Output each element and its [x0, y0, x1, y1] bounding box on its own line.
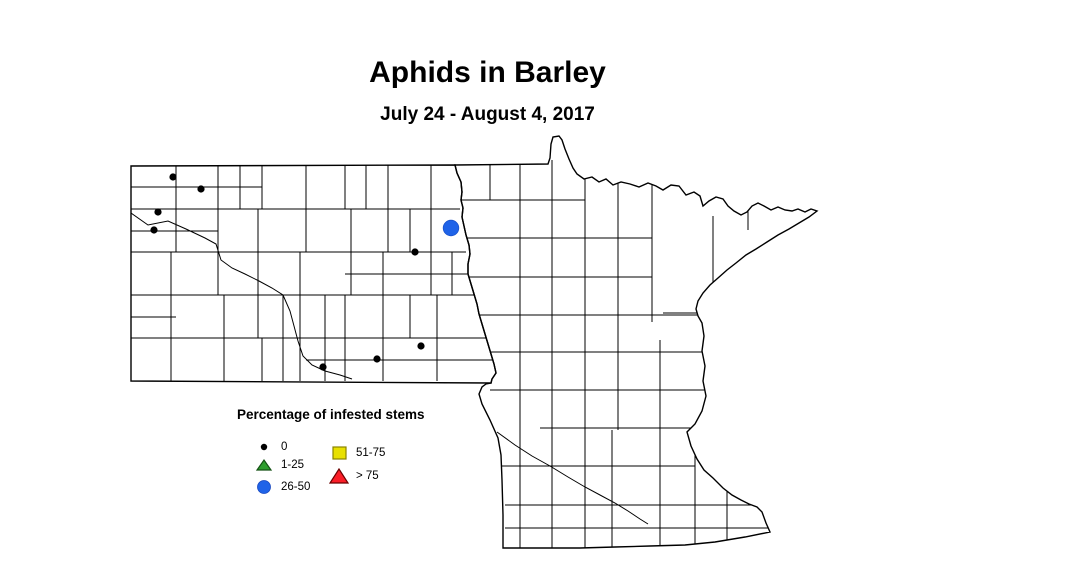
legend-title: Percentage of infested stems: [237, 407, 425, 422]
data-point-layer: [150, 173, 460, 371]
map-data-point-0: [417, 342, 425, 350]
map-data-point-0: [154, 208, 162, 216]
legend-item-26-50: 26-50: [251, 477, 310, 497]
minnesota-shape: [454, 135, 819, 549]
legend-label: 26-50: [281, 481, 311, 493]
legend-item-51-75: 51-75: [326, 443, 385, 463]
legend-item-0: 0: [251, 437, 287, 457]
map-data-point-26-50: [442, 219, 460, 237]
map-data-point-0: [319, 363, 327, 371]
dot-icon: [260, 443, 268, 451]
yellow-square-icon: [332, 446, 347, 460]
page-subtitle: July 24 - August 4, 2017: [380, 104, 595, 125]
page-title: Aphids in Barley: [369, 56, 606, 89]
legend-label: 1-25: [281, 459, 305, 471]
map-data-point-0: [150, 226, 158, 234]
legend-item-over-75: > 75: [326, 466, 379, 486]
red-triangle-icon: [328, 467, 350, 484]
legend-label: 51-75: [356, 447, 386, 459]
minnesota-county-lines: [455, 160, 768, 548]
blue-circle-icon: [257, 480, 271, 494]
map-data-point-0: [373, 355, 381, 363]
legend-item-1-25: 1-25: [251, 455, 304, 475]
missouri-river-line: [131, 212, 353, 380]
legend-label: > 75: [356, 470, 379, 482]
green-triangle-icon: [255, 458, 273, 471]
north-dakota-county-lines: [131, 165, 495, 381]
minnesota-river-line: [496, 431, 649, 525]
map-data-point-0: [411, 248, 419, 256]
map-data-point-0: [197, 185, 205, 193]
legend-label: 0: [281, 441, 288, 453]
map-data-point-0: [169, 173, 177, 181]
